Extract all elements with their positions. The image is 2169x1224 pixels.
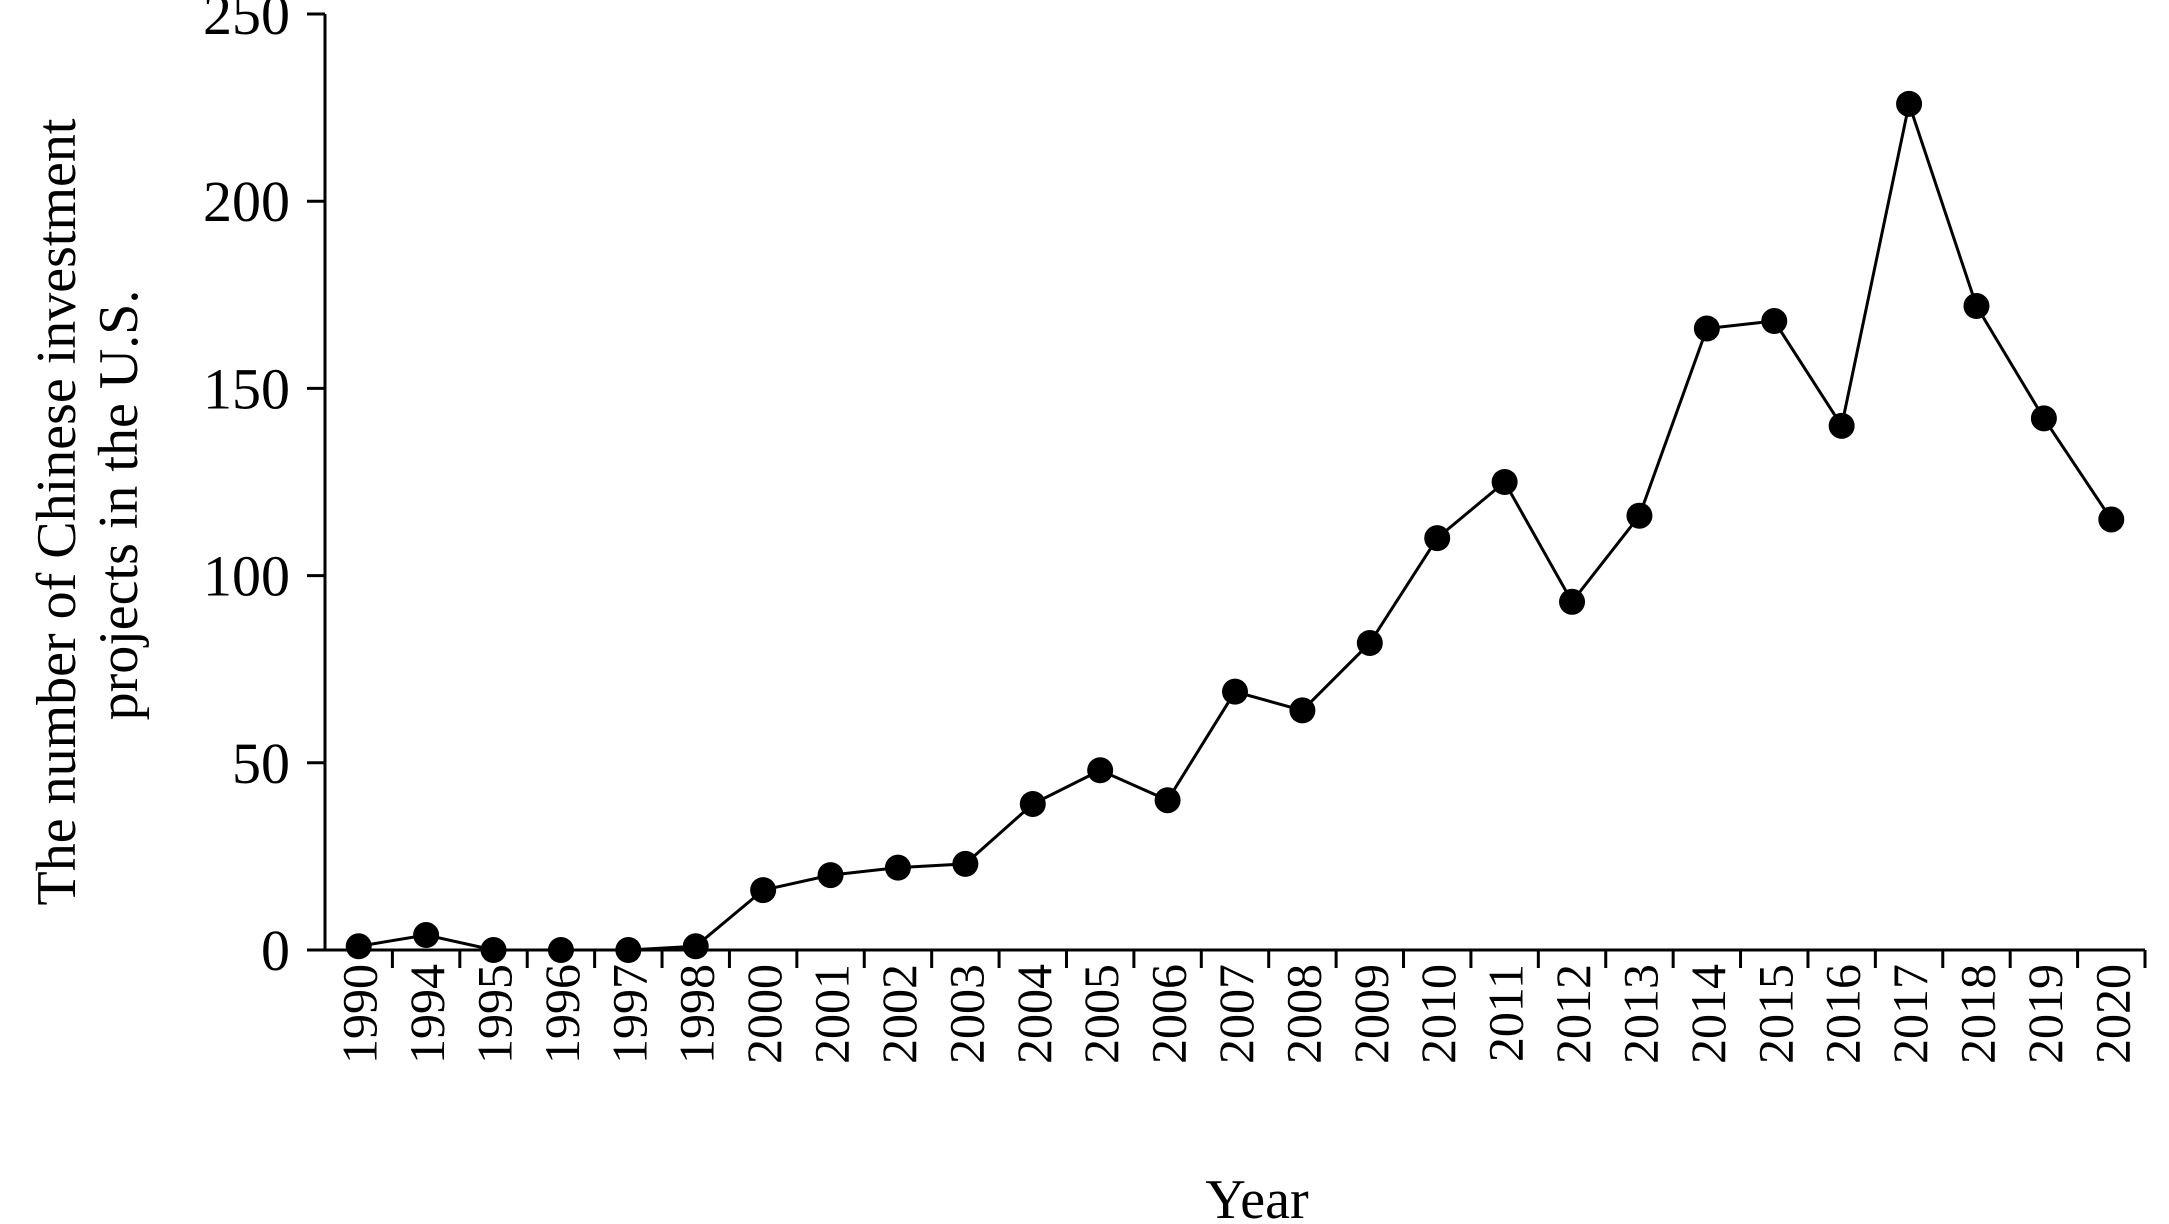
x-tick-label: 2004 — [1006, 964, 1062, 1064]
data-point — [1222, 678, 1248, 705]
data-point — [1693, 315, 1720, 342]
y-tick-label: 250 — [203, 0, 290, 47]
x-tick-label: 2020 — [2084, 964, 2140, 1064]
data-point — [345, 933, 372, 960]
data-point — [682, 933, 709, 960]
x-tick-label: 2013 — [1612, 964, 1668, 1064]
data-point — [2098, 506, 2125, 533]
x-tick-label: 2018 — [1949, 964, 2005, 1064]
x-tick-label: 1997 — [601, 964, 657, 1064]
y-axis-title-line-2: projects in the U.S. — [88, 290, 150, 721]
x-tick-label: 2001 — [804, 964, 860, 1064]
y-tick-label: 0 — [261, 918, 290, 983]
data-point — [1491, 469, 1518, 495]
x-tick-label: 1998 — [669, 964, 725, 1064]
x-tick-label: 2019 — [2017, 964, 2073, 1064]
x-tick-label: 2014 — [1680, 964, 1736, 1064]
x-tick-label: 2016 — [1815, 964, 1871, 1064]
data-point — [1963, 293, 1990, 320]
x-tick-label: 1994 — [399, 964, 455, 1064]
x-axis-title: Year — [1205, 1169, 1309, 1224]
data-point — [1761, 308, 1788, 335]
data-point — [480, 937, 507, 963]
data-point — [2030, 405, 2057, 432]
y-axis-title-line-1: The number of Chinese investment — [26, 118, 88, 905]
x-tick-label: 2011 — [1478, 964, 1534, 1062]
data-point — [884, 854, 911, 881]
data-point — [952, 850, 979, 877]
data-point — [615, 937, 642, 963]
data-point — [1019, 790, 1046, 817]
x-tick-label: 2005 — [1073, 964, 1129, 1064]
x-tick-label: 1995 — [467, 964, 523, 1064]
x-tick-label: 2008 — [1275, 964, 1331, 1064]
data-point — [1356, 629, 1383, 656]
data-point — [1289, 697, 1316, 724]
x-tick-label: 2017 — [1882, 964, 1938, 1064]
x-tick-label: 2009 — [1343, 964, 1399, 1064]
x-tick-label: 1996 — [534, 964, 590, 1064]
data-point — [1559, 588, 1586, 615]
x-tick-label: 2000 — [736, 964, 792, 1064]
x-tick-label: 2007 — [1208, 964, 1264, 1064]
data-point — [750, 877, 777, 904]
data-point — [547, 937, 574, 963]
y-axis-title: The number of Chinese investment project… — [26, 105, 150, 906]
x-tick-label: 2003 — [938, 964, 994, 1064]
x-tick-label: 2010 — [1410, 964, 1466, 1064]
data-point — [1896, 90, 1923, 117]
data-point — [1087, 757, 1114, 784]
x-tick-label: 2002 — [871, 964, 927, 1064]
data-point — [1154, 787, 1181, 814]
x-tick-label: 2006 — [1141, 964, 1197, 1064]
y-tick-label: 200 — [203, 169, 290, 234]
series-line — [358, 98, 2113, 952]
data-point — [1828, 412, 1855, 439]
data-point — [1424, 525, 1451, 552]
y-tick-label: 50 — [232, 731, 290, 796]
x-tick-label: 1990 — [332, 964, 388, 1064]
x-tick-label: 2015 — [1747, 964, 1803, 1064]
data-point — [817, 862, 844, 889]
y-tick-label: 150 — [203, 356, 290, 421]
y-tick-label: 100 — [203, 544, 290, 609]
x-tick-label: 2012 — [1545, 964, 1601, 1064]
data-point — [1626, 502, 1653, 529]
data-point — [413, 922, 440, 949]
